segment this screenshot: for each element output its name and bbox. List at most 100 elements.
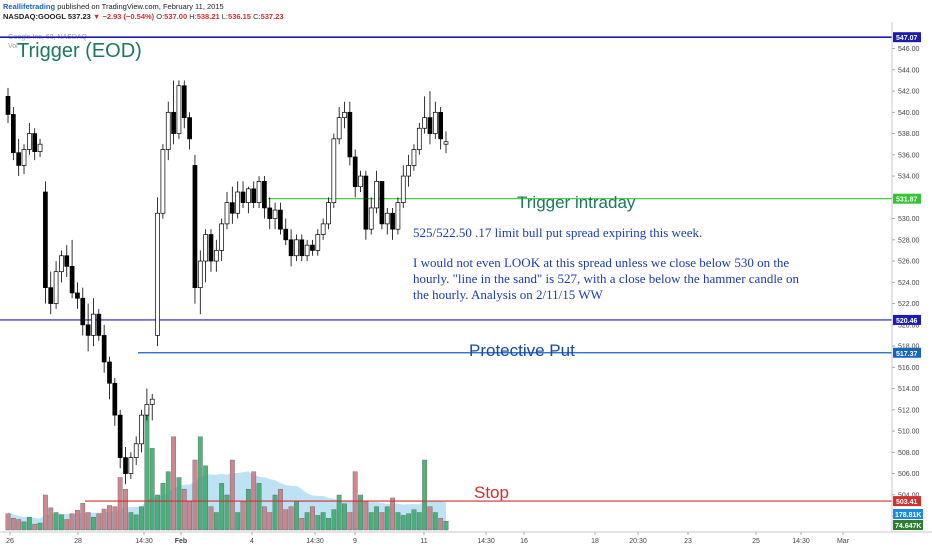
candle-body — [21, 149, 27, 166]
publisher-name[interactable]: Reallifetrading — [3, 2, 56, 11]
level-price-tag — [893, 32, 921, 43]
volume-bar — [347, 512, 353, 531]
time-axis[interactable]: 26 28 14:30 Feb 4 14:30 9 11 14:30 16 18 20:30 23 25 1… — [6, 532, 850, 545]
volume-bar — [261, 506, 267, 531]
volume-bar — [400, 515, 406, 531]
candle-body — [171, 111, 176, 134]
y-tick-label: 508.00 — [898, 450, 920, 457]
candle-body — [352, 156, 358, 188]
volume-bar — [342, 503, 347, 531]
candle-body — [315, 234, 321, 251]
candle-body — [416, 127, 422, 150]
volume-bar — [208, 506, 214, 531]
volume-bars — [5, 407, 449, 531]
candle-body — [240, 191, 246, 203]
volume-last-label: 178.81K — [895, 512, 921, 519]
level-price-tag — [893, 193, 921, 204]
volume-bar — [85, 512, 91, 531]
volume-bar — [53, 512, 59, 531]
y-tick-label: 534.00 — [898, 174, 920, 181]
candle-body — [155, 212, 160, 336]
candle-body — [187, 117, 192, 140]
candle-body — [139, 414, 144, 445]
chart-header: Reallifetrading published on TradingView… — [3, 1, 883, 23]
symbol[interactable]: NASDAQ:GOOGL — [3, 12, 66, 21]
close-value: 537.23 — [260, 12, 284, 21]
candle-body — [224, 202, 230, 225]
candle-body — [53, 271, 59, 304]
x-tick-label: 26 — [6, 538, 14, 545]
volume-bar — [203, 465, 209, 531]
candle-body — [406, 165, 411, 177]
volume-bar — [416, 512, 422, 531]
volume-bar — [229, 459, 235, 531]
analysis-line-2: I would not even LOOK at this spread unl… — [413, 255, 790, 270]
volume-bar — [283, 509, 289, 531]
volume-bar — [213, 512, 219, 531]
low-value: 536.15 — [228, 12, 251, 21]
close-label: C: — [253, 12, 261, 21]
last-price: 537.23 — [67, 12, 91, 21]
volume-bar — [240, 500, 246, 531]
volume-bar — [5, 513, 11, 531]
high-value: 538.21 — [196, 12, 220, 21]
volume-bar — [411, 509, 417, 531]
volume-bar — [299, 518, 305, 531]
candle-body — [342, 111, 347, 118]
level-price-label: 531.87 — [896, 197, 918, 204]
volume-bar — [128, 512, 134, 531]
candle-body — [75, 292, 80, 299]
x-tick-label: 25 — [752, 538, 760, 545]
candle-body — [128, 457, 134, 474]
volume-bar — [331, 509, 337, 531]
volume-bar — [278, 488, 283, 531]
price-axis[interactable]: 502.00504.00506.00508.00510.00512.00514.… — [892, 46, 920, 521]
volume-bar — [37, 522, 43, 531]
level-price-label: 547.07 — [896, 35, 918, 42]
volume-bar — [224, 494, 230, 531]
volume-bar — [32, 523, 38, 531]
y-tick-label: 526.00 — [898, 259, 920, 266]
publisher-line: Reallifetrading published on TradingView… — [3, 2, 224, 11]
candle-body — [278, 209, 283, 230]
stop-label: Stop — [474, 483, 509, 502]
volume-bar — [256, 483, 262, 531]
volume-bar — [181, 488, 187, 531]
trigger-intraday-label: Trigger intraday — [517, 193, 636, 212]
price-change: −2.93 (−0.54%) — [102, 12, 155, 21]
x-tick-label: 18 — [591, 538, 599, 545]
candle-body — [101, 335, 107, 363]
volume-bar — [144, 407, 150, 531]
candle-body — [203, 234, 208, 262]
candle-body — [331, 138, 337, 203]
x-tick-label: 9 — [353, 538, 357, 545]
level-price-label: 520.46 — [896, 318, 918, 325]
y-tick-label: 522.00 — [898, 301, 920, 308]
published-text: published on TradingView.com, February 1… — [57, 2, 224, 11]
level-price-tag — [893, 347, 921, 358]
y-tick-label: 514.00 — [898, 386, 920, 393]
volume-bar — [272, 494, 278, 531]
volume-bar — [91, 516, 96, 531]
open-label: O: — [156, 12, 165, 21]
x-tick-label: 14:30 — [477, 538, 495, 545]
candle-body — [390, 212, 395, 230]
x-tick-label: 23 — [684, 538, 692, 545]
candle-body — [438, 111, 444, 140]
candle-body — [251, 188, 257, 203]
x-tick-label: Mar — [837, 538, 850, 545]
candle-body — [165, 111, 171, 150]
candle-body — [123, 457, 128, 474]
x-tick-label: 14:30 — [792, 538, 810, 545]
volume-bar — [235, 512, 241, 531]
candle-body — [379, 181, 385, 225]
y-tick-label: 506.00 — [898, 471, 920, 478]
volume-bar — [107, 505, 112, 531]
candle-body — [80, 297, 86, 326]
x-tick-label: 4 — [250, 538, 254, 545]
volume-bar — [80, 502, 86, 531]
candle-body — [336, 117, 342, 140]
level-price-labels: 547.07 531.87 520.46 517.37 503.41 — [893, 32, 921, 507]
y-tick-label: 544.00 — [898, 67, 920, 74]
